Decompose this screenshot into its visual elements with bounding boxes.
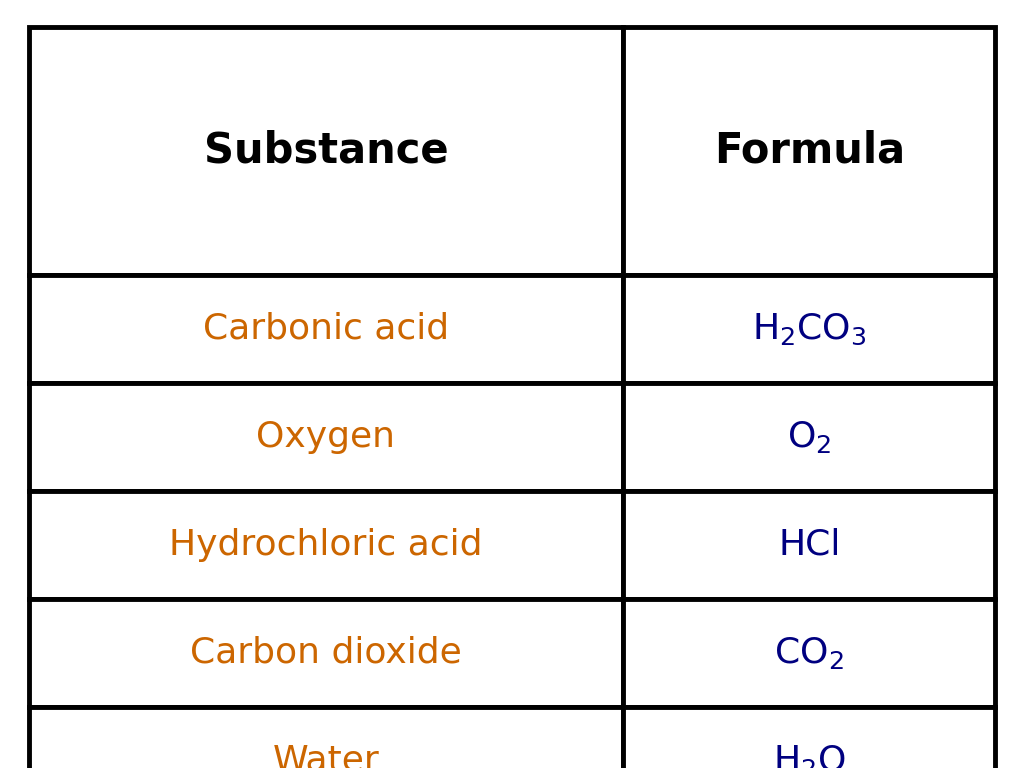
Text: Carbon dioxide: Carbon dioxide — [190, 636, 462, 670]
Bar — [29, 707, 624, 768]
Bar — [29, 27, 624, 275]
Bar — [624, 491, 995, 599]
Text: CO$_2$: CO$_2$ — [774, 635, 844, 671]
Bar — [29, 491, 624, 599]
Bar — [29, 599, 624, 707]
Bar — [624, 707, 995, 768]
Bar — [29, 275, 624, 383]
Text: H$_2$CO$_3$: H$_2$CO$_3$ — [752, 311, 866, 346]
Text: Hydrochloric acid: Hydrochloric acid — [169, 528, 482, 562]
Bar — [624, 599, 995, 707]
Bar — [624, 27, 995, 275]
Bar — [624, 383, 995, 491]
Text: Substance: Substance — [204, 130, 449, 172]
Text: Water: Water — [272, 744, 379, 768]
Text: O$_2$: O$_2$ — [787, 419, 831, 455]
Bar — [624, 275, 995, 383]
Text: Oxygen: Oxygen — [256, 420, 395, 454]
Text: Carbonic acid: Carbonic acid — [203, 312, 449, 346]
Text: H$_2$O: H$_2$O — [773, 743, 846, 768]
Text: HCl: HCl — [778, 528, 841, 562]
Text: Formula: Formula — [714, 130, 905, 172]
Bar — [29, 383, 624, 491]
